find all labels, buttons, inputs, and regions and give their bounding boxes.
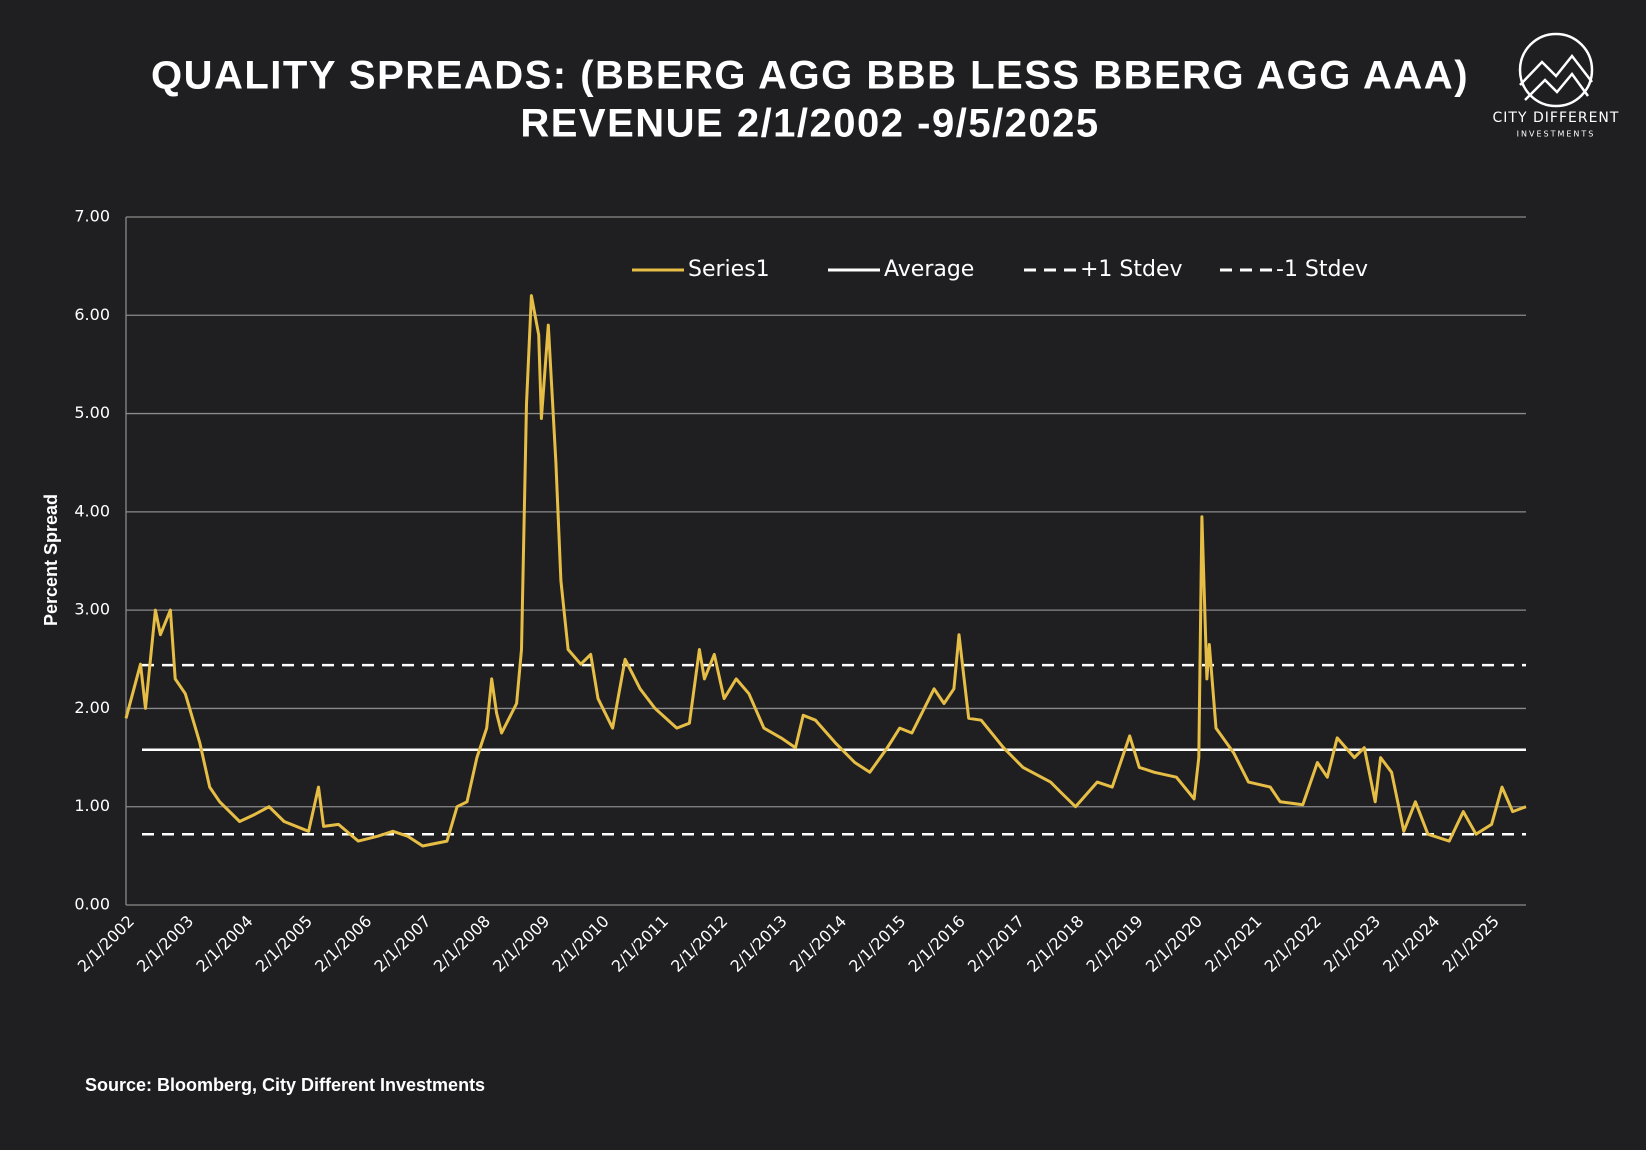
y-tick-label: 3.00: [74, 600, 110, 619]
y-tick-label: 1.00: [74, 796, 110, 815]
legend-label: -1 Stdev: [1276, 257, 1368, 282]
y-tick-label: 4.00: [74, 501, 110, 520]
chart-subtitle: REVENUE 2/1/2002 -9/5/2025: [520, 102, 1099, 146]
logo: CITY DIFFERENT INVESTMENTS: [1493, 32, 1620, 139]
logo-mountains: [1524, 71, 1590, 101]
legend-label: Average: [884, 257, 974, 282]
y-tick-label: 2.00: [74, 698, 110, 717]
logo-name: CITY DIFFERENT: [1493, 110, 1620, 126]
logo-sub: INVESTMENTS: [1517, 130, 1596, 139]
data-line: [124, 294, 1527, 848]
y-axis-label: Percent Spread: [41, 494, 61, 626]
y-tick-label: 7.00: [74, 207, 110, 226]
chart-title: QUALITY SPREADS: (BBERG AGG BBB LESS BBE…: [151, 54, 1469, 98]
logo-circle: [1518, 32, 1594, 108]
legend-label: +1 Stdev: [1080, 257, 1183, 282]
source-note: Source: Bloomberg, City Different Invest…: [85, 1075, 485, 1095]
y-tick-label: 0.00: [74, 895, 110, 914]
logo-mountains: [1519, 53, 1593, 86]
legend-label: Series1: [688, 257, 770, 282]
y-tick-label: 5.00: [74, 403, 110, 422]
y-tick-label: 6.00: [74, 305, 110, 324]
legend: Series1 Average +1 Stdev -1 Stdev: [632, 257, 1368, 282]
